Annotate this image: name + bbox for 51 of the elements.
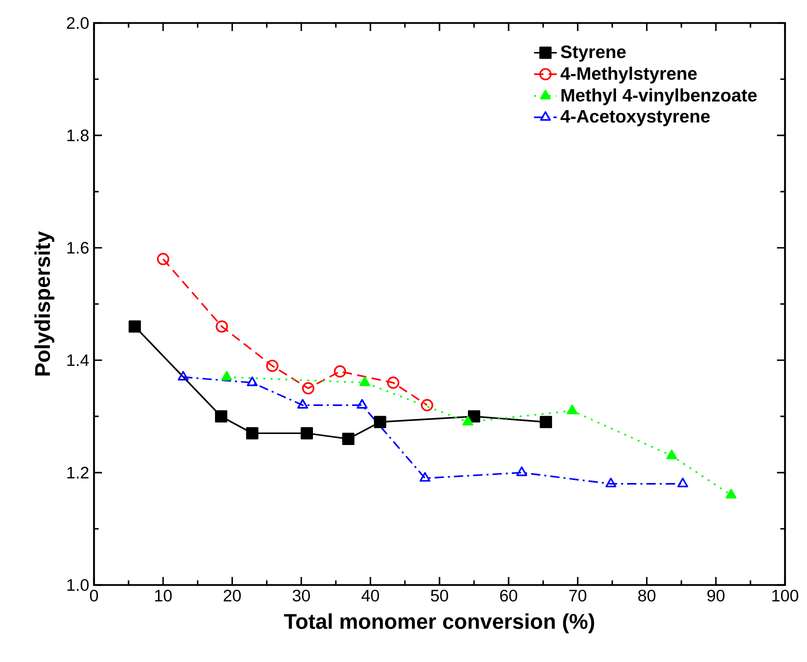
y-axis-title: Polydispersity xyxy=(34,231,54,376)
x-tick-label: 30 xyxy=(292,590,310,602)
point xyxy=(266,360,278,372)
point xyxy=(420,399,434,412)
x-tick-label: 100 xyxy=(772,590,798,602)
x-axis-title: Total monomer conversion (%) xyxy=(284,613,594,634)
point xyxy=(302,382,314,394)
y-tick-label: 2.0 xyxy=(66,17,89,29)
point xyxy=(356,399,368,409)
point xyxy=(297,399,308,409)
point xyxy=(221,370,232,381)
point xyxy=(605,478,616,488)
point xyxy=(516,466,528,476)
point xyxy=(359,376,370,386)
y-tick-label: 1.6 xyxy=(67,242,89,254)
point xyxy=(666,450,678,460)
legend-label: Methyl 4-vinylbenzoate xyxy=(562,88,757,106)
point xyxy=(215,410,228,423)
legend-label: Styrene xyxy=(560,45,626,62)
x-tick-label: 70 xyxy=(569,590,586,602)
point xyxy=(677,478,688,488)
point xyxy=(566,404,578,414)
point xyxy=(178,370,189,381)
x-tick-label: 80 xyxy=(638,590,656,602)
point xyxy=(374,416,386,428)
legend-label: 4-Methylstyrene xyxy=(560,66,697,84)
x-tick-label: 50 xyxy=(430,590,448,602)
point xyxy=(334,365,346,378)
point xyxy=(216,320,228,333)
x-tick-label: 90 xyxy=(707,590,725,602)
x-tick-label: 60 xyxy=(500,590,518,602)
y-tick-label: 1.0 xyxy=(67,579,89,591)
point xyxy=(540,416,552,428)
y-tick-label: 1.8 xyxy=(67,130,89,142)
x-tick-label: 20 xyxy=(224,590,241,602)
point xyxy=(342,432,354,446)
x-tick-label: 0 xyxy=(90,590,98,602)
legend-label: 4-Acetoxystyrene xyxy=(560,110,710,126)
point xyxy=(420,472,430,482)
x-tick-label: 10 xyxy=(155,590,172,602)
x-tick-label: 40 xyxy=(362,590,380,602)
point xyxy=(246,427,258,440)
y-tick-label: 1.4 xyxy=(67,354,89,366)
point xyxy=(128,320,141,333)
point xyxy=(300,427,313,440)
point xyxy=(156,252,170,266)
point xyxy=(246,376,258,386)
point xyxy=(726,488,737,499)
point xyxy=(462,416,474,426)
y-tick-label: 1.2 xyxy=(67,466,88,478)
point xyxy=(387,376,400,389)
